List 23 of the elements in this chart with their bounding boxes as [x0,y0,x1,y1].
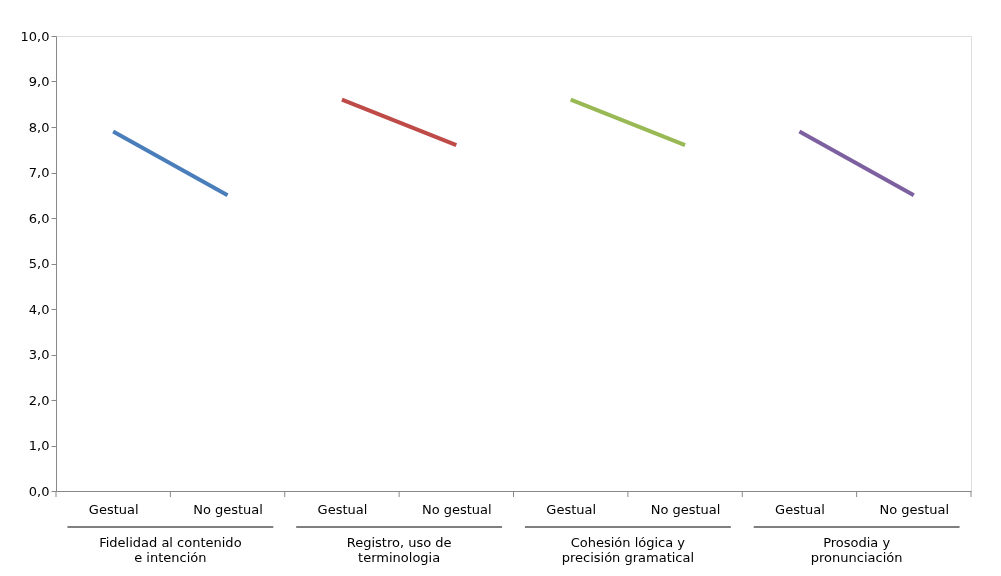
y-tick-label: 8,0 [28,119,50,135]
y-tick-label: 2,0 [28,392,50,408]
text: Prosodia y pronunciación [810,535,903,565]
x-tick-label: Gestual [317,501,368,517]
x-tick-label: Gestual [88,501,139,517]
y-tick-label: 5,0 [28,256,50,271]
y-tick-label: 10,0 [20,28,50,44]
y-tick-label: 1,0 [28,438,50,453]
x-tick-label: Gestual [546,501,597,517]
y-tick-label: 9,0 [28,74,50,89]
x-tick-label: Gestual [775,501,825,517]
text: Fidelidad al contenido e intención [99,535,242,565]
x-tick-label: No gestual [421,501,492,517]
x-tick-label: No gestual [650,501,721,517]
x-tick-label: No gestual [193,501,263,517]
y-tick-label: 6,0 [28,210,50,226]
y-tick-label: 4,0 [28,301,50,317]
text: Cohesión lógica y precisión gramatical [561,535,695,565]
y-tick-label: 3,0 [28,347,50,362]
x-tick-label: No gestual [879,501,950,517]
text: Registro, uso de terminologia [346,535,452,565]
y-tick-label: 0,0 [28,483,50,499]
y-tick-label: 7,0 [28,165,50,180]
